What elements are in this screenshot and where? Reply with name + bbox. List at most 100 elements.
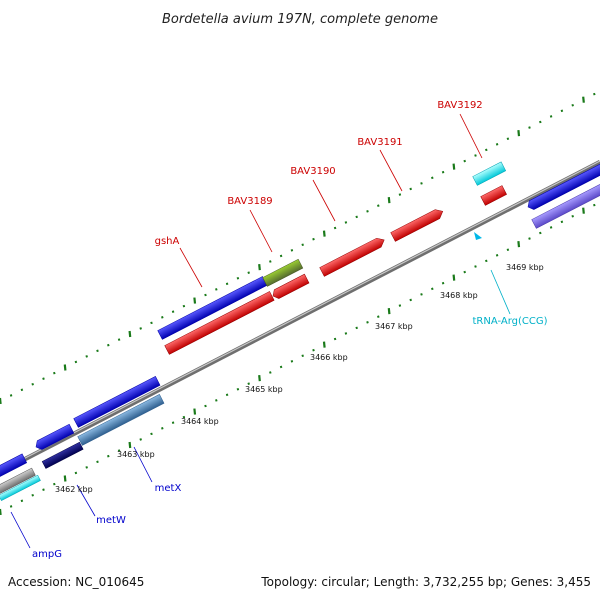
gene-red-cds-1[interactable] <box>164 291 275 355</box>
scale-tick <box>279 254 283 258</box>
scale-tick <box>182 304 186 308</box>
scale-tick <box>539 231 542 235</box>
scale-tick <box>452 274 456 281</box>
gene-metX-cds[interactable] <box>73 376 161 428</box>
scale-tick <box>215 399 218 402</box>
scale-tick <box>161 427 164 430</box>
scale-tick <box>63 364 67 371</box>
gene-red-cds-2[interactable] <box>271 273 310 300</box>
scale-tick <box>107 343 110 347</box>
scale-tick <box>560 109 564 113</box>
kbp-label-3466: 3466 kbp <box>310 353 348 362</box>
scale-tick <box>366 320 369 324</box>
scale-tick <box>571 103 574 107</box>
scale-tick <box>355 215 358 219</box>
scale-tick <box>593 203 596 207</box>
scale-tick <box>474 265 477 268</box>
scale-tick <box>247 271 250 274</box>
scale-tick <box>128 441 132 449</box>
scale-tick <box>333 226 337 230</box>
gene-red-cds-3[interactable] <box>480 185 507 206</box>
scale-tick <box>463 270 466 274</box>
trna-marker[interactable] <box>474 232 482 240</box>
scale-tick <box>290 249 294 252</box>
scale-tick <box>9 394 13 397</box>
gene-steel-cds[interactable] <box>77 394 165 446</box>
scale-tick <box>517 130 521 137</box>
scale-tick <box>582 96 585 103</box>
scale-tick <box>495 254 499 257</box>
scale-tick <box>420 293 423 296</box>
scale-tick <box>463 159 466 163</box>
scale-tick <box>42 488 45 491</box>
gene-bav3192-cds[interactable] <box>472 161 507 186</box>
scale-tick <box>128 330 132 338</box>
scale-tick <box>139 327 142 330</box>
scale-tick <box>431 287 434 291</box>
gene-metW-cds[interactable] <box>34 423 75 451</box>
accession-text: Accession: NC_010645 <box>8 575 144 589</box>
scale-tick <box>290 360 294 363</box>
scale-tick <box>204 293 207 297</box>
scale-tick <box>258 374 261 382</box>
scale-tick <box>355 326 358 330</box>
scale-tick <box>9 505 13 508</box>
scale-tick <box>441 281 445 285</box>
kbp-label-3468: 3468 kbp <box>440 291 478 300</box>
scale-tick <box>279 365 283 369</box>
scale-tick <box>420 182 423 185</box>
scale-tick <box>53 482 56 486</box>
gene-label-bav3189: BAV3189 <box>227 196 272 207</box>
scale-tick <box>269 260 272 263</box>
scale-tick <box>560 220 564 224</box>
scale-tick <box>74 471 78 475</box>
scale-tick <box>193 408 197 415</box>
kbp-label-3463: 3463 kbp <box>117 450 155 459</box>
scale-tick <box>366 209 369 213</box>
gene-label-bav3191: BAV3191 <box>357 137 402 148</box>
scale-tick <box>0 397 2 405</box>
scale-tick <box>495 143 499 146</box>
kbp-label-3464: 3464 kbp <box>181 417 219 426</box>
scale-tick <box>377 315 380 318</box>
scale-tick <box>171 421 175 425</box>
scale-tick <box>322 230 326 237</box>
gene-navy-cds[interactable] <box>41 441 84 469</box>
gene-label-metW: metW <box>96 515 126 526</box>
scale-tick <box>312 348 315 352</box>
gene-bav3191-cds[interactable] <box>390 207 445 242</box>
gene-purple-cds[interactable] <box>531 179 600 229</box>
genome-backbone <box>0 160 600 474</box>
gene-label-trna: tRNA-Arg(CCG) <box>473 316 548 327</box>
scale-tick <box>53 371 56 375</box>
scale-tick <box>258 263 261 271</box>
gene-bav3189-cds[interactable] <box>262 258 304 287</box>
scale-tick <box>506 248 510 252</box>
kbp-label-3467: 3467 kbp <box>375 322 413 331</box>
tick-row-inner <box>0 203 596 516</box>
scale-tick <box>441 170 445 174</box>
gene-bav3190-cds[interactable] <box>319 235 387 277</box>
scale-tick <box>161 316 164 319</box>
scale-tick <box>431 176 434 180</box>
gene-ampG-cds[interactable] <box>0 474 41 502</box>
scale-tick <box>582 207 585 214</box>
gene-right-cds-1[interactable] <box>526 160 600 211</box>
scale-tick <box>20 499 24 503</box>
gene-callouts <box>10 113 511 549</box>
scale-tick <box>193 297 197 304</box>
scale-tick <box>63 475 67 482</box>
scale-tick <box>247 382 250 385</box>
scale-tick <box>225 393 229 397</box>
scale-tick <box>150 432 153 436</box>
scale-tick <box>301 243 304 247</box>
gene-left-cds-1[interactable] <box>0 453 28 478</box>
scale-tick <box>236 276 240 280</box>
scale-tick <box>204 404 207 408</box>
gene-left-cds-2[interactable] <box>0 467 36 494</box>
scale-tick <box>409 187 412 191</box>
scale-tick <box>549 226 553 229</box>
scale-tick <box>171 310 175 314</box>
kbp-label-3465: 3465 kbp <box>245 385 283 394</box>
kbp-label-3469: 3469 kbp <box>506 263 544 272</box>
